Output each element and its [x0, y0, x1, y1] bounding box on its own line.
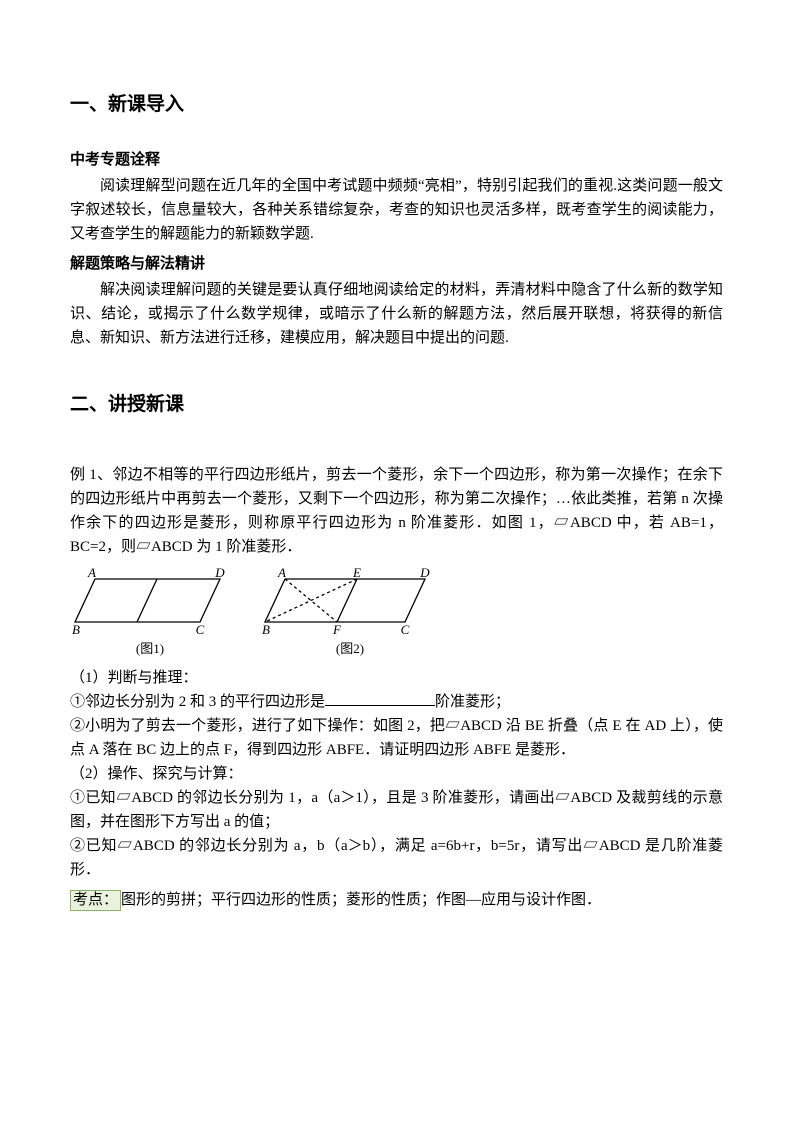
label-D2: D: [419, 567, 430, 580]
example1-stem: 例 1、邻边不相等的平行四边形纸片，剪去一个菱形，余下一个四边形，称为第一次操作…: [70, 463, 723, 559]
figure-2: A E D B F C (图2): [260, 567, 440, 660]
label-D: D: [214, 567, 225, 580]
label-A2: A: [277, 567, 286, 580]
q1-title: （1）判断与推理：: [70, 666, 723, 690]
figure-2-svg: A E D B F C: [260, 567, 440, 637]
label-E: E: [352, 567, 361, 580]
section2-title: 二、讲授新课: [70, 390, 723, 420]
label-B: B: [72, 622, 80, 637]
label-A: A: [87, 567, 96, 580]
kaodian-row: 考点：图形的剪拼；平行四边形的性质；菱形的性质；作图—应用与设计作图．: [70, 888, 723, 912]
q1-line1: ①邻边长分别为 2 和 3 的平行四边形是 阶准菱形；: [70, 690, 723, 714]
figure-1-svg: A D B C: [70, 567, 230, 637]
q1-line1-pre: ①邻边长分别为 2 和 3 的平行四边形是: [70, 694, 325, 710]
figure-2-caption: (图2): [260, 639, 440, 660]
sub1-body: 阅读理解型问题在近几年的全国中考试题中频频“亮相”，特别引起我们的重视.这类问题…: [70, 174, 723, 246]
figure-1-caption: (图1): [70, 639, 230, 660]
q1-line2: ②小明为了剪去一个菱形，进行了如下操作：如图 2，把▱ABCD 沿 BE 折叠（…: [70, 714, 723, 762]
q2-line2: ②已知▱ABCD 的邻边长分别为 a，b（a＞b），满足 a=6b+r，b=5r…: [70, 834, 723, 882]
label-F: F: [332, 622, 342, 637]
sub2-title: 解题策略与解法精讲: [70, 252, 723, 276]
sub1-title: 中考专题诠释: [70, 148, 723, 172]
figure-1: A D B C (图1): [70, 567, 230, 660]
kaodian-label: 考点：: [70, 890, 121, 912]
section1-title: 一、新课导入: [70, 90, 723, 120]
kaodian-text: 图形的剪拼；平行四边形的性质；菱形的性质；作图—应用与设计作图．: [121, 892, 601, 908]
sub2-body: 解决阅读理解问题的关键是要认真仔细地阅读给定的材料，弄清材料中隐含了什么新的数学…: [70, 278, 723, 350]
figures-row: A D B C (图1) A E D B F C: [70, 567, 723, 660]
label-C2: C: [401, 622, 410, 637]
q2-line1: ①已知▱ABCD 的邻边长分别为 1，a（a＞1），且是 3 阶准菱形，请画出▱…: [70, 786, 723, 834]
label-B2: B: [262, 622, 270, 637]
q2-title: （2）操作、探究与计算：: [70, 762, 723, 786]
q1-line1-post: 阶准菱形；: [435, 694, 510, 710]
blank-input[interactable]: [325, 690, 435, 706]
label-C: C: [196, 622, 205, 637]
